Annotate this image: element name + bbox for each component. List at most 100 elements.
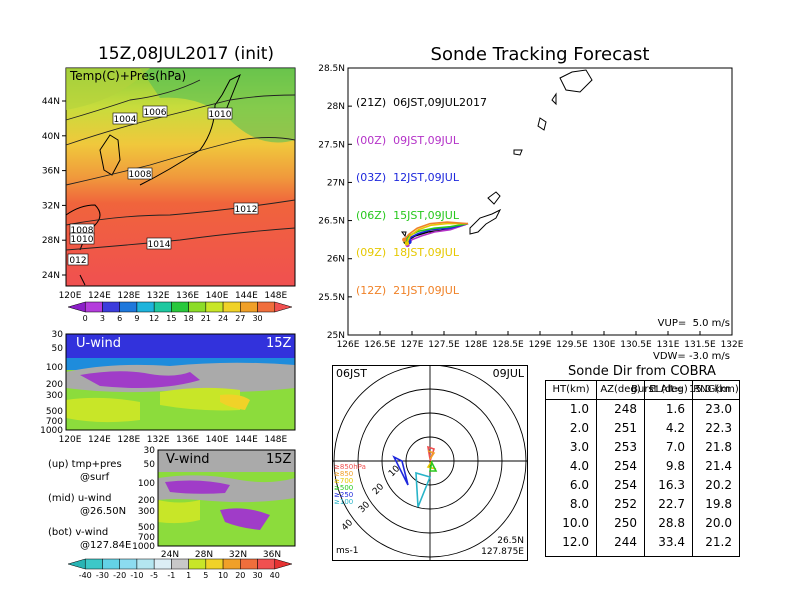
legend-item: (03Z) 12JST,09JUL [356,171,459,184]
colorbar-tick: 9 [134,314,139,323]
lon-tick-label: 124E [88,435,111,445]
lon-tick-label: 140E [206,435,229,445]
polar-left-label: 06JST [336,367,367,380]
table-cell: 253 [614,440,637,454]
vwind-label: V-wind [166,452,210,467]
lat-tick-label: 44N [42,97,60,107]
note-3: (bot) v-wind @127.84E [48,527,132,551]
level-label: ≥500 [334,484,353,492]
colorbar-tick: 21 [201,314,211,323]
table-cell: 21.8 [705,440,732,454]
table-cell: 4.0 [569,459,589,473]
pressure-tick: 1000 [40,426,63,436]
lon-tick-label: 127.5E [428,340,460,350]
lon-tick-label: 140E [206,291,229,301]
table-cell: 9.8 [665,459,685,473]
pressure-tick: 100 [46,363,63,373]
colorbar-tick: 30 [252,571,262,580]
lat-tick-label: 40N [42,132,60,142]
lon-tick-label: 148E [264,435,287,445]
lat-tick-label: 28N [327,102,345,112]
col-header: EL(deg) [645,381,693,399]
legend-item: (21Z) 06JST,09JUL2017 [356,96,487,109]
lon-tick-label: 126E [337,340,360,350]
lat-tick-label: 36N [42,167,60,177]
pressure-tick: 500 [46,407,63,417]
lon-tick-label: 148E [264,291,287,301]
lon-tick-label: 128E [117,435,140,445]
lat-tick-label: 32N [229,550,247,560]
table-cell: 33.4 [658,535,685,549]
legend-item: (06Z) 15JST,09JUL [356,208,459,222]
pressure-tick: 30 [52,330,64,340]
pressure-tick: 300 [46,391,63,401]
table-cell: 1.6 [665,402,685,416]
legend-item: (12Z) 21JST,09JUL [356,283,459,297]
colorbar-tick: -30 [96,571,109,580]
colorbar-tick: 12 [149,314,159,323]
col: 23.0 22.3 21.8 21.4 20.2 19.8 20.0 21.2 [693,400,739,557]
lon-tick-label: 128E [117,291,140,301]
table-cell: 21.2 [705,535,732,549]
isobar-label: 1008 [129,170,152,180]
left-title: 15Z,08JUL2017 (init) [97,44,275,64]
lat-tick-label: 36N [263,550,281,560]
lat-tick-label: 26N [327,255,345,265]
sonde-table: HT(km) AZ(deg) EL(deg) RNG(km) 1.0 2.0 3.0… [545,380,740,557]
table-cell: 12.0 [562,535,589,549]
table-cell: 248 [614,402,637,416]
lon-tick-label: 144E [235,291,258,301]
lon-tick-label: 130.5E [620,340,652,350]
colorbar-tick: -40 [79,571,92,580]
lon-tick-label: 130E [593,340,616,350]
right-title: Sonde Tracking Forecast [430,44,650,65]
pressure-tick: 500 [138,523,155,533]
lon-tick-label: 132E [147,291,170,301]
table-cell: 8.0 [569,497,589,511]
table-cell: 1.0 [569,402,589,416]
table-cell: 252 [614,497,637,511]
lat-tick-label: 27.5N [318,140,345,150]
pressure-tick: 300 [138,507,155,517]
colorbar-tick: 0 [83,314,88,323]
pressure-tick: 30 [144,446,156,456]
legend-item: (09Z) 18JST,09JUL [356,246,459,259]
polar-right-label: 09JUL [493,367,525,380]
table-cell: 251 [614,421,637,435]
pressure-tick: 200 [138,496,155,506]
colorbar-swatch [274,301,293,313]
lat-tick-label: 24N [42,271,60,281]
track-line [403,221,469,241]
lon-tick-label: 124E [88,291,111,301]
track-line [406,222,469,246]
colorbar-swatch [274,558,293,570]
lat-tick-label: 25.5N [318,293,345,303]
pressure-tick: 100 [138,479,155,489]
lon-tick-label: 120E [59,291,82,301]
col: 1.0 2.0 3.0 4.0 6.0 8.0 10.0 12.0 [546,400,597,557]
colorbar-tick: -10 [130,571,143,580]
table-title: Sonde Dir from COBRA [568,364,716,379]
track-line [408,222,469,243]
colorbar-tick: 24 [218,314,228,323]
colorbar-tick: 3 [100,314,105,323]
colorbar-tick: 18 [184,314,194,323]
lat-tick-label: 28N [42,236,60,246]
isobar-label: 1010 [209,110,232,120]
polar-unit: ms-1 [336,546,358,556]
isobar-label: 1012 [235,205,258,215]
colorbar-tick: 20 [235,571,245,580]
pressure-tick: 50 [52,344,64,354]
lon-tick-label: 129.5E [556,340,588,350]
level-label: ≥100 [334,498,353,506]
table-cell: 4.2 [665,421,685,435]
isobar-label: 1004 [114,115,137,125]
table-cell: 10.0 [562,516,589,530]
col: 248 251 253 254 254 252 250 244 [597,400,645,557]
table-cell: 250 [614,516,637,530]
lon-tick-label: 120E [59,435,82,445]
vwind-time: 15Z [266,452,292,467]
track-line [406,222,468,244]
lon-tick-label: 144E [235,435,258,445]
level-label: ≥850hPa [334,463,366,471]
